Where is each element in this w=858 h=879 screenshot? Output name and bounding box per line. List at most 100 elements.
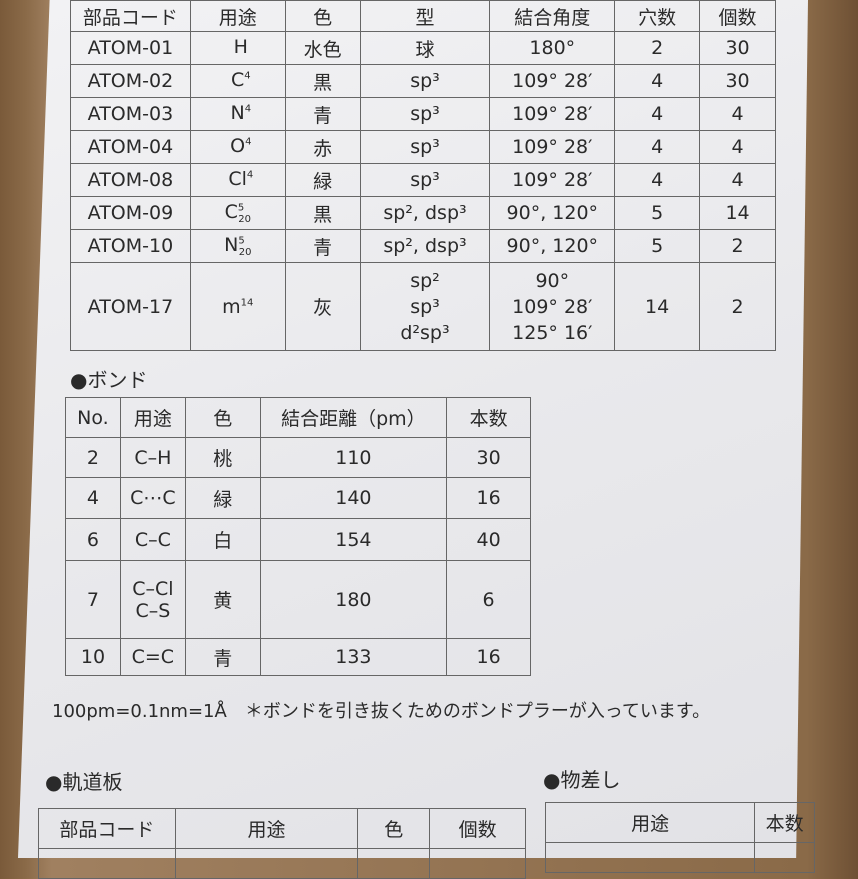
color: 青	[284, 97, 361, 131]
table-row: ATOM-02 C4 黒 sp³ 109° 28′ 4 30	[70, 64, 776, 98]
color: 黒	[284, 64, 361, 98]
bond-heading: ●ボンド	[70, 368, 148, 392]
angle: 109° 28′	[489, 163, 616, 197]
angle: 109° 28′	[489, 130, 616, 164]
header-angle: 結合角度	[489, 0, 616, 32]
holes: 4	[614, 130, 701, 164]
distance: 140	[259, 477, 448, 519]
type: sp², dsp³	[359, 196, 491, 230]
holes: 14	[614, 262, 701, 351]
count: 6	[446, 560, 531, 639]
distance: 154	[259, 518, 448, 561]
use: C520	[189, 196, 286, 230]
code: ATOM-01	[70, 31, 191, 65]
code: ATOM-09	[70, 196, 191, 230]
type: sp² sp³ d²sp³	[359, 262, 491, 351]
table-row: 6 C–C 白 154 40	[65, 518, 531, 561]
count: 4	[699, 97, 776, 131]
type: sp³	[359, 163, 491, 197]
code: ATOM-02	[70, 64, 191, 98]
bond-header-row: No. 用途 色 結合距離（pm） 本数	[65, 397, 531, 438]
header-count: 本数	[446, 397, 531, 438]
use: N4	[189, 97, 286, 131]
color: 黒	[284, 196, 361, 230]
use: O4	[189, 130, 286, 164]
color: 赤	[284, 130, 361, 164]
distance: 180	[259, 560, 448, 639]
table-row: ATOM-10 N520 青 sp², dsp³ 90°, 120° 5 2	[70, 229, 776, 263]
angle: 109° 28′	[489, 97, 616, 131]
color: 白	[184, 518, 261, 561]
color: 灰	[284, 262, 361, 351]
holes: 5	[614, 229, 701, 263]
use: C–Cl C–S	[119, 560, 186, 639]
header-distance: 結合距離（pm）	[259, 397, 448, 438]
code: ATOM-17	[70, 262, 191, 351]
holes: 2	[614, 31, 701, 65]
use: m14	[189, 262, 286, 351]
count: 30	[699, 64, 776, 98]
color: 緑	[184, 477, 261, 519]
angle: 90° 109° 28′ 125° 16′	[489, 262, 616, 351]
table-row: 4 C⋯C 緑 140 16	[65, 477, 531, 519]
distance: 133	[259, 638, 448, 676]
count: 40	[446, 518, 531, 561]
no: 10	[65, 638, 121, 676]
code: ATOM-10	[70, 229, 191, 263]
use: C=C	[119, 638, 186, 676]
header-color: 色	[284, 0, 361, 32]
type: sp³	[359, 64, 491, 98]
count: 16	[446, 638, 531, 676]
holes: 5	[614, 196, 701, 230]
table-row: 2 C–H 桃 110 30	[65, 437, 531, 478]
count: 30	[446, 437, 531, 478]
type: sp², dsp³	[359, 229, 491, 263]
bond-table: No. 用途 色 結合距離（pm） 本数 2 C–H 桃 110 30 4 C⋯C…	[65, 397, 531, 676]
table-row: ATOM-01 H 水色 球 180° 2 30	[70, 31, 776, 65]
header-no: No.	[65, 397, 121, 438]
color: 黄	[184, 560, 261, 639]
type: sp³	[359, 130, 491, 164]
header-type: 型	[359, 0, 491, 32]
count: 2	[699, 262, 776, 351]
header-code: 部品コード	[38, 808, 176, 849]
holes: 4	[614, 97, 701, 131]
header-count: 個数	[429, 808, 526, 849]
header-count: 本数	[754, 802, 815, 843]
use: C⋯C	[119, 477, 186, 519]
orbital-heading: ●軌道板	[45, 770, 123, 794]
header-holes: 穴数	[614, 0, 701, 32]
no: 4	[65, 477, 121, 519]
orbital-table: 部品コード 用途色個数	[38, 808, 526, 879]
color: 青	[284, 229, 361, 263]
header-use: 用途	[174, 808, 359, 849]
angle: 180°	[489, 31, 616, 65]
table-row: ATOM-04 O4 赤 sp³ 109° 28′ 4 4	[70, 130, 776, 164]
angle: 90°, 120°	[489, 196, 616, 230]
holes: 4	[614, 64, 701, 98]
use: C4	[189, 64, 286, 98]
ruler-table: 用途 本数	[544, 802, 815, 873]
header-count: 個数	[699, 0, 776, 32]
header-color: 色	[357, 808, 431, 849]
angle: 90°, 120°	[489, 229, 616, 263]
header-use: 用途	[544, 802, 756, 843]
use: H	[189, 31, 286, 65]
count: 4	[699, 130, 776, 164]
table-row: 10 C=C 青 133 16	[65, 638, 531, 676]
header-code: 部品コード	[70, 0, 191, 32]
table-row: ATOM-17 m14 灰 sp² sp³ d²sp³ 90° 109° 28′ 125…	[70, 262, 776, 351]
color: 緑	[284, 163, 361, 197]
angle: 109° 28′	[489, 64, 616, 98]
color: 桃	[184, 437, 261, 478]
table-row: 7 C–Cl C–S 黄 180 6	[65, 560, 531, 639]
no: 7	[65, 560, 121, 639]
ruler-heading: ●物差し	[543, 768, 621, 792]
header-color: 色	[184, 397, 261, 438]
code: ATOM-04	[70, 130, 191, 164]
header-use: 用途	[189, 0, 286, 32]
atom-header-row: 部品コード 用途 色 型 結合角度 穴数 個数	[70, 0, 776, 32]
atom-table: 部品コード 用途 色 型 結合角度 穴数 個数 ATOM-01 H 水色 球 1…	[70, 0, 776, 351]
use: Cl4	[189, 163, 286, 197]
color: 青	[184, 638, 261, 676]
